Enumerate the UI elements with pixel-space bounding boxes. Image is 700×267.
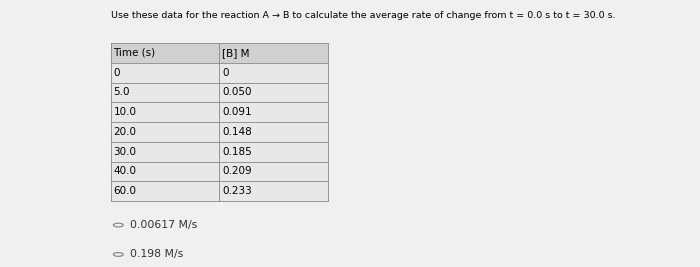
Text: 0.209: 0.209 (222, 166, 251, 176)
Text: 0: 0 (222, 68, 228, 78)
Text: 10.0: 10.0 (113, 107, 136, 117)
Text: 30.0: 30.0 (113, 147, 136, 157)
Text: 5.0: 5.0 (113, 87, 130, 97)
Text: 60.0: 60.0 (113, 186, 136, 196)
Text: 0.091: 0.091 (222, 107, 251, 117)
Text: 0.233: 0.233 (222, 186, 252, 196)
Text: [B] M: [B] M (222, 48, 249, 58)
Text: 0.185: 0.185 (222, 147, 252, 157)
Text: 20.0: 20.0 (113, 127, 136, 137)
Text: Use these data for the reaction A → B to calculate the average rate of change fr: Use these data for the reaction A → B to… (111, 11, 615, 20)
Text: 0.050: 0.050 (222, 87, 251, 97)
Text: 0.00617 M/s: 0.00617 M/s (130, 220, 197, 230)
Text: 0.198 M/s: 0.198 M/s (130, 249, 183, 260)
Text: 40.0: 40.0 (113, 166, 136, 176)
Text: 0.148: 0.148 (222, 127, 252, 137)
Text: 0: 0 (113, 68, 120, 78)
Text: Time (s): Time (s) (113, 48, 155, 58)
